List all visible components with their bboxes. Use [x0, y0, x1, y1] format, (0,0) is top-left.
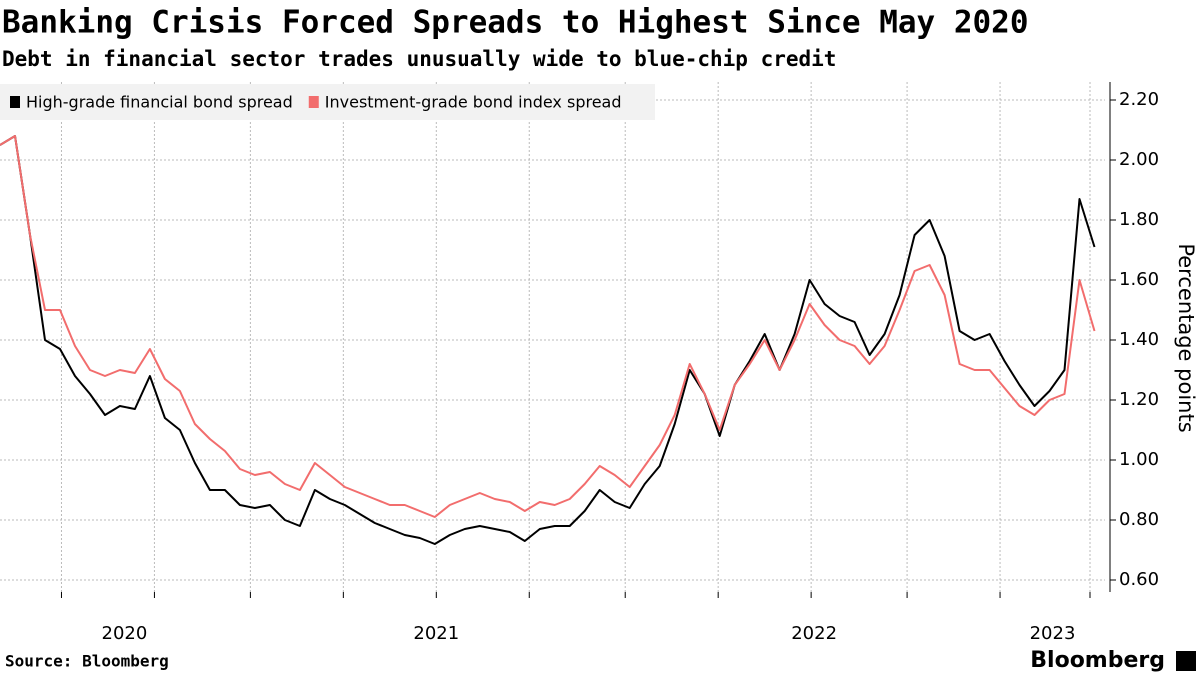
brand-icon [1176, 651, 1196, 671]
y-tick-label: 1.20 [1119, 389, 1159, 410]
legend-background [0, 84, 655, 120]
x-tick-label: 2021 [413, 623, 459, 644]
y-tick-label: 1.80 [1119, 209, 1159, 230]
series-line [0, 135, 1096, 545]
brand: Bloomberg [1030, 648, 1165, 673]
y-tick-label: 2.20 [1119, 89, 1159, 110]
y-tick-label: 1.60 [1119, 269, 1159, 290]
legend-label: High-grade financial bond spread [26, 93, 293, 112]
legend-label: Investment-grade bond index spread [325, 93, 622, 112]
chart-subtitle: Debt in financial sector trades unusuall… [2, 47, 836, 71]
y-tick-label: 1.00 [1119, 449, 1159, 470]
legend: High-grade financial bond spread Investme… [0, 84, 655, 120]
y-tick-label: 1.40 [1119, 329, 1159, 350]
x-tick-label: 2022 [791, 623, 837, 644]
y-tick-label: 0.60 [1119, 569, 1159, 590]
y-tick-label: 0.80 [1119, 509, 1159, 530]
legend-swatch [308, 96, 319, 108]
chart-title: Banking Crisis Forced Spreads to Highest… [2, 5, 1029, 41]
y-axis-label: Percentage points [1174, 243, 1198, 432]
series-line [0, 135, 1096, 518]
x-tick-label: 2020 [102, 623, 148, 644]
source: Source: Bloomberg [5, 652, 169, 671]
legend-swatch [10, 96, 20, 108]
x-tick-label: 2023 [1030, 623, 1076, 644]
y-tick-label: 2.00 [1119, 149, 1159, 170]
